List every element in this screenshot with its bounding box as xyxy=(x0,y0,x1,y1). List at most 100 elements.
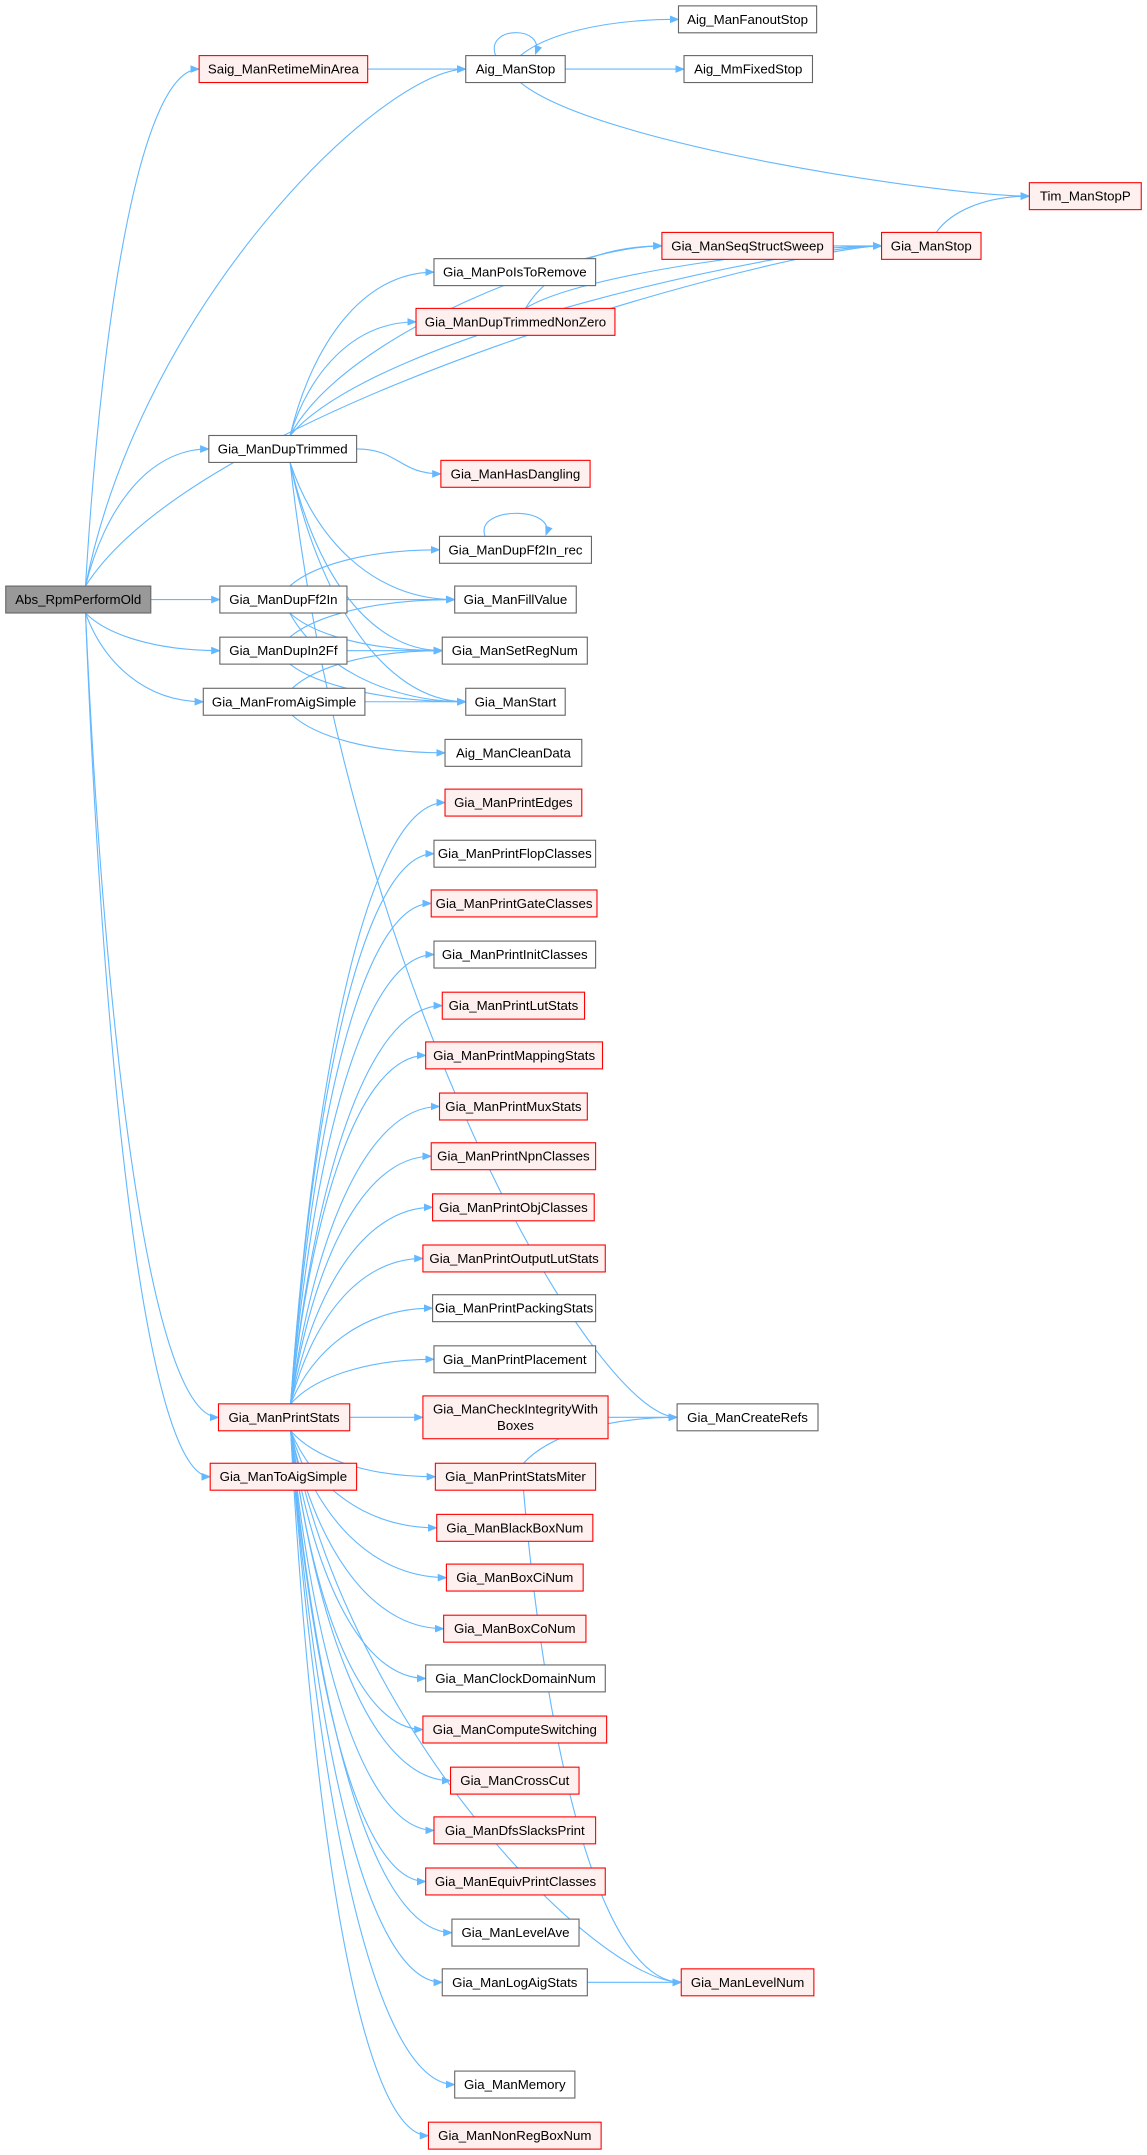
node-gia-manprintstatsmiter[interactable]: Gia_ManPrintStatsMiter xyxy=(434,1462,597,1491)
node-box[interactable] xyxy=(433,258,597,287)
node-box[interactable] xyxy=(208,434,358,463)
node-gia-manprintflopclasses[interactable]: Gia_ManPrintFlopClasses xyxy=(433,839,597,868)
node-gia-manseqstructsweep[interactable]: Gia_ManSeqStructSweep xyxy=(661,231,834,260)
node-gia-mantoaigsimple[interactable]: Gia_ManToAigSimple xyxy=(209,1462,358,1491)
node-tim-manstopp[interactable]: Tim_ManStopP xyxy=(1028,182,1142,211)
node-box[interactable] xyxy=(209,1462,358,1491)
node-gia-manstart[interactable]: Gia_ManStart xyxy=(465,687,566,716)
node-gia-manequivprintclasses[interactable]: Gia_ManEquivPrintClasses xyxy=(425,1867,606,1896)
node-gia-manduptrimmednonzero[interactable]: Gia_ManDupTrimmedNonZero xyxy=(415,307,616,336)
node-gia-manprintobjclasses[interactable]: Gia_ManPrintObjClasses xyxy=(432,1193,595,1222)
node-gia-manfromaigsimple[interactable]: Gia_ManFromAigSimple xyxy=(202,687,366,716)
node-box[interactable] xyxy=(219,636,348,665)
node-box[interactable] xyxy=(440,459,591,488)
node-gia-manblackboxnum[interactable]: Gia_ManBlackBoxNum xyxy=(436,1513,594,1542)
node-gia-manhasdangling[interactable]: Gia_ManHasDangling xyxy=(440,459,591,488)
node-box[interactable] xyxy=(422,1244,606,1273)
node-box[interactable] xyxy=(433,1345,597,1374)
node-box[interactable] xyxy=(198,55,369,84)
node-gia-manprintoutputlutstats[interactable]: Gia_ManPrintOutputLutStats xyxy=(422,1244,606,1273)
node-gia-manclockdomainnum[interactable]: Gia_ManClockDomainNum xyxy=(425,1664,606,1693)
node-gia-mancomputeswitching[interactable]: Gia_ManComputeSwitching xyxy=(422,1715,608,1744)
node-box[interactable] xyxy=(217,1403,351,1432)
node-gia-manprintinitclasses[interactable]: Gia_ManPrintInitClasses xyxy=(433,940,597,969)
node-box[interactable] xyxy=(430,889,598,918)
node-box[interactable] xyxy=(422,1715,608,1744)
node-aig-manfanoutstop[interactable]: Aig_ManFanoutStop xyxy=(677,5,818,34)
node-gia-mandupff2in-rec[interactable]: Gia_ManDupFf2In_rec xyxy=(438,535,593,564)
node-box[interactable] xyxy=(432,1294,597,1323)
node-box[interactable] xyxy=(1028,182,1142,211)
node-gia-manprintlutstats[interactable]: Gia_ManPrintLutStats xyxy=(441,991,586,1020)
node-gia-mancreaterefs[interactable]: Gia_ManCreateRefs xyxy=(676,1403,819,1432)
node-gia-manprintgateclasses[interactable]: Gia_ManPrintGateClasses xyxy=(430,889,598,918)
node-gia-manprintedges[interactable]: Gia_ManPrintEdges xyxy=(444,788,583,817)
node-box[interactable] xyxy=(454,2070,576,2099)
node-box[interactable] xyxy=(422,1395,609,1440)
node-aig-mancleandata[interactable]: Aig_ManCleanData xyxy=(444,738,583,767)
node-box[interactable] xyxy=(683,55,814,84)
node-box[interactable] xyxy=(5,585,152,614)
node-gia-manlogaigstats[interactable]: Gia_ManLogAigStats xyxy=(441,1968,588,1997)
node-box[interactable] xyxy=(425,1867,606,1896)
node-gia-manstop[interactable]: Gia_ManStop xyxy=(881,231,982,260)
node-gia-manmemory[interactable]: Gia_ManMemory xyxy=(454,2070,576,2099)
node-gia-mancrosscut[interactable]: Gia_ManCrossCut xyxy=(450,1766,580,1795)
node-gia-manpoistoremove[interactable]: Gia_ManPoIsToRemove xyxy=(433,258,597,287)
node-gia-manlevelave[interactable]: Gia_ManLevelAve xyxy=(451,1918,580,1947)
node-box[interactable] xyxy=(436,1513,594,1542)
node-box[interactable] xyxy=(202,687,366,716)
node-box[interactable] xyxy=(430,1142,597,1171)
node-box[interactable] xyxy=(438,1092,588,1121)
node-box[interactable] xyxy=(661,231,834,260)
node-box[interactable] xyxy=(441,991,586,1020)
node-box[interactable] xyxy=(444,788,583,817)
node-box[interactable] xyxy=(677,5,818,34)
node-box[interactable] xyxy=(445,1563,584,1592)
node-abs-rpmperformold[interactable]: Abs_RpmPerformOld xyxy=(5,585,152,614)
node-box[interactable] xyxy=(881,231,982,260)
node-box[interactable] xyxy=(425,1664,606,1693)
node-box[interactable] xyxy=(434,1462,597,1491)
node-box[interactable] xyxy=(433,1816,597,1845)
node-gia-manprintstats[interactable]: Gia_ManPrintStats xyxy=(217,1403,351,1432)
node-gia-mannonregboxnum[interactable]: Gia_ManNonRegBoxNum xyxy=(427,2121,602,2150)
node-box[interactable] xyxy=(680,1968,815,1997)
node-box[interactable] xyxy=(443,1614,587,1643)
node-box[interactable] xyxy=(425,1041,604,1070)
node-box[interactable] xyxy=(415,307,616,336)
node-box[interactable] xyxy=(433,940,597,969)
node-gia-manboxcinum[interactable]: Gia_ManBoxCiNum xyxy=(445,1563,584,1592)
node-box[interactable] xyxy=(444,738,583,767)
node-box[interactable] xyxy=(465,687,566,716)
node-gia-manduptrimmed[interactable]: Gia_ManDupTrimmed xyxy=(208,434,358,463)
node-box[interactable] xyxy=(450,1766,580,1795)
node-aig-mmfixedstop[interactable]: Aig_MmFixedStop xyxy=(683,55,814,84)
node-box[interactable] xyxy=(433,839,597,868)
node-gia-manprintpackingstats[interactable]: Gia_ManPrintPackingStats xyxy=(432,1294,597,1323)
node-box[interactable] xyxy=(441,636,588,665)
node-gia-manboxconum[interactable]: Gia_ManBoxCoNum xyxy=(443,1614,587,1643)
node-box[interactable] xyxy=(465,55,566,84)
node-gia-mandupff2in[interactable]: Gia_ManDupFf2In xyxy=(219,585,348,614)
node-gia-manprintplacement[interactable]: Gia_ManPrintPlacement xyxy=(433,1345,597,1374)
node-aig-manstop[interactable]: Aig_ManStop xyxy=(465,55,566,84)
node-gia-mandfsslacksprint[interactable]: Gia_ManDfsSlacksPrint xyxy=(433,1816,597,1845)
node-box[interactable] xyxy=(454,585,577,614)
node-box[interactable] xyxy=(427,2121,602,2150)
node-box[interactable] xyxy=(441,1968,588,1997)
node-gia-manlevelnum[interactable]: Gia_ManLevelNum xyxy=(680,1968,815,1997)
node-gia-mandupin2ff[interactable]: Gia_ManDupIn2Ff xyxy=(219,636,348,665)
node-box[interactable] xyxy=(676,1403,819,1432)
node-box[interactable] xyxy=(451,1918,580,1947)
node-gia-mansetregnum[interactable]: Gia_ManSetRegNum xyxy=(441,636,588,665)
node-gia-manprintnpnclasses[interactable]: Gia_ManPrintNpnClasses xyxy=(430,1142,597,1171)
node-box[interactable] xyxy=(432,1193,595,1222)
node-gia-manfillvalue[interactable]: Gia_ManFillValue xyxy=(454,585,577,614)
node-gia-manprintmappingstats[interactable]: Gia_ManPrintMappingStats xyxy=(425,1041,604,1070)
node-box[interactable] xyxy=(219,585,348,614)
node-box[interactable] xyxy=(438,535,593,564)
node-saig-manretimeminarea[interactable]: Saig_ManRetimeMinArea xyxy=(198,55,369,84)
node-gia-manprintmuxstats[interactable]: Gia_ManPrintMuxStats xyxy=(438,1092,588,1121)
